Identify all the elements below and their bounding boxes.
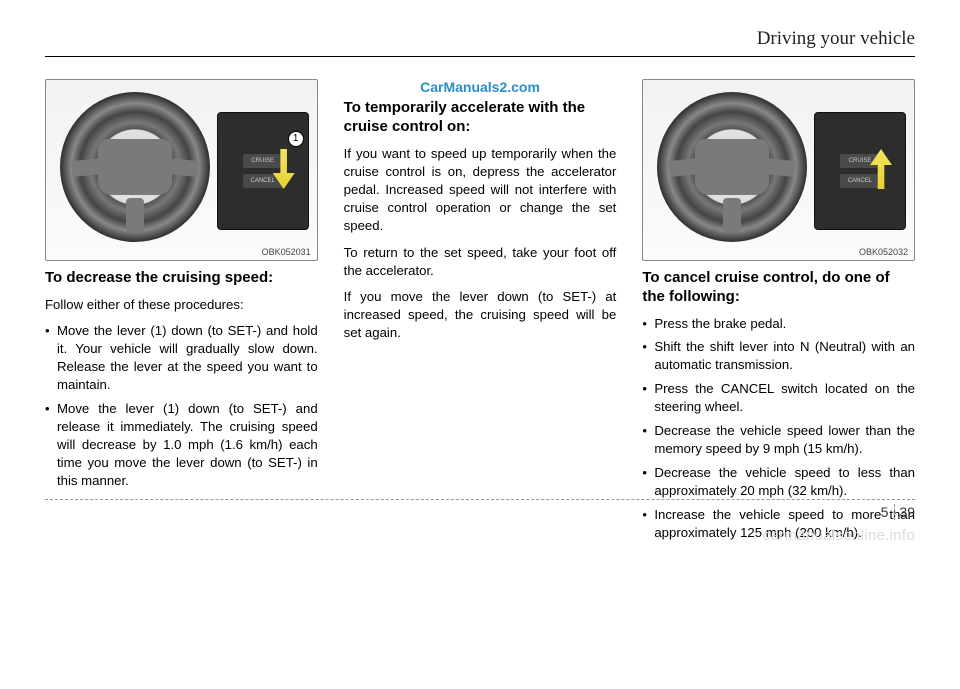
list-item: Press the brake pedal.	[642, 315, 915, 333]
content-columns: CRUISE CANCEL 1 OBK052031 To decrease th…	[45, 79, 915, 548]
watermark-bottom: carmanualsonline.info	[763, 527, 915, 544]
list-item: Move the lever (1) down (to SET-) and re…	[45, 400, 318, 490]
col2-heading: To temporarily accelerate with the cruis…	[344, 99, 617, 137]
col1-list: Move the lever (1) down (to SET-) and ho…	[45, 322, 318, 490]
list-item: Decrease the vehicle speed to less than …	[642, 464, 915, 500]
image-code: OBK052031	[262, 247, 311, 257]
column-2: CarManuals2.com To temporarily accelerat…	[344, 79, 617, 548]
list-item: Move the lever (1) down (to SET-) and ho…	[45, 322, 318, 394]
col1-intro: Follow either of these procedures:	[45, 296, 318, 314]
page-footer: 539	[45, 499, 915, 520]
list-item: Decrease the vehicle speed lower than th…	[642, 422, 915, 458]
image-code: OBK052032	[859, 247, 908, 257]
cruise-control-panel: CRUISE CANCEL 1	[217, 112, 309, 230]
callout-number: 1	[288, 131, 304, 147]
steering-wheel-icon	[60, 92, 210, 242]
figure-cancel-cruise: CRUISE CANCEL OBK052032	[642, 79, 915, 261]
column-3: CRUISE CANCEL OBK052032 To cancel cruise…	[642, 79, 915, 548]
chapter-number: 5	[881, 504, 896, 520]
list-item: Press the CANCEL switch located on the s…	[642, 380, 915, 416]
col2-p1: If you want to speed up temporarily when…	[344, 145, 617, 236]
list-item: Shift the shift lever into N (Neutral) w…	[642, 338, 915, 374]
page-number: 39	[899, 504, 915, 520]
col1-heading: To decrease the cruising speed:	[45, 269, 318, 288]
lever-down-arrow-icon	[270, 143, 298, 199]
steering-wheel-icon	[657, 92, 807, 242]
cruise-control-panel: CRUISE CANCEL	[814, 112, 906, 230]
section-header: Driving your vehicle	[45, 28, 915, 57]
figure-decrease-speed: CRUISE CANCEL 1 OBK052031	[45, 79, 318, 261]
lever-up-arrow-icon	[867, 143, 895, 199]
column-1: CRUISE CANCEL 1 OBK052031 To decrease th…	[45, 79, 318, 548]
watermark-top: CarManuals2.com	[344, 79, 617, 95]
col2-p2: To return to the set speed, take your fo…	[344, 244, 617, 280]
col2-p3: If you move the lever down (to SET-) at …	[344, 288, 617, 343]
col3-heading: To cancel cruise control, do one of the …	[642, 269, 915, 307]
